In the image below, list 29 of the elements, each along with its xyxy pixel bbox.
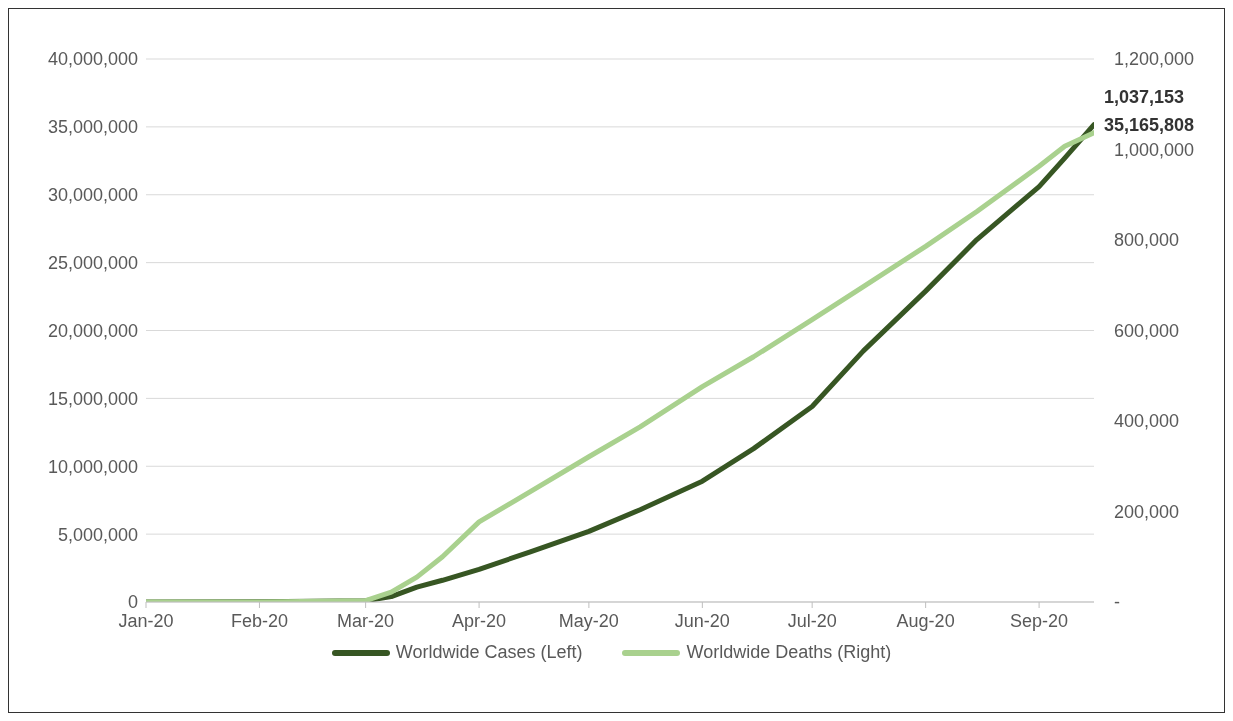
y-tick-label: 0 [127, 592, 138, 613]
legend-label: Worldwide Deaths (Right) [686, 642, 892, 663]
x-tick-label: Jul-20 [787, 610, 837, 631]
x-tick-label: Apr-20 [452, 610, 507, 631]
x-tick-label: Aug-20 [896, 610, 955, 631]
y-tick-label: 10,000,000 [47, 456, 138, 477]
y-tick-label: 40,000,000 [47, 49, 138, 70]
y-tick-label: 15,000,000 [47, 388, 138, 409]
x-tick-label: Mar-20 [337, 610, 395, 631]
x-tick-label: Jan-20 [118, 610, 174, 631]
y-tick-label: 25,000,000 [47, 253, 138, 274]
data-label: 1,037,153 [1104, 86, 1185, 107]
y2-tick-label: 1,000,000 [1114, 139, 1195, 160]
data-label: 35,165,808 [1104, 114, 1195, 135]
y-tick-label: 35,000,000 [47, 117, 138, 138]
x-tick-label: Sep-20 [1010, 610, 1069, 631]
y2-tick-label: 200,000 [1114, 501, 1180, 522]
y-tick-label: 20,000,000 [47, 320, 138, 341]
x-tick-label: Jun-20 [674, 610, 730, 631]
y2-tick-label: 400,000 [1114, 411, 1180, 432]
y-tick-label: 30,000,000 [47, 185, 138, 206]
x-tick-label: Feb-20 [230, 610, 288, 631]
y2-tick-label: 600,000 [1114, 320, 1180, 341]
y2-tick-label: - [1114, 592, 1120, 613]
x-tick-label: May-20 [558, 610, 619, 631]
y2-tick-label: 800,000 [1114, 230, 1180, 251]
y-tick-label: 5,000,000 [57, 524, 138, 545]
y2-tick-label: 1,200,000 [1114, 49, 1195, 70]
legend-label: Worldwide Cases (Left) [395, 642, 583, 663]
